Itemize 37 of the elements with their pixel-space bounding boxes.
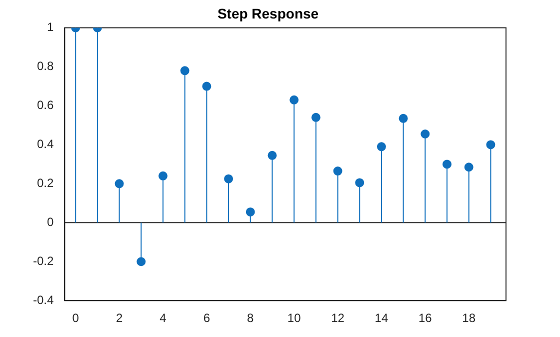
point [398,114,408,123]
point [464,162,474,172]
point [486,140,496,150]
y-tick-label: 0.8 [36,59,54,74]
x-tick-label: 12 [331,311,345,326]
y-tick-label: -0.2 [32,254,54,268]
x-tick-label: 4 [160,311,167,326]
point [246,207,255,216]
point [420,129,430,138]
point [311,112,320,122]
point [114,179,124,188]
x-tick-label: 2 [116,311,123,326]
x-tick-label: 10 [287,311,302,326]
x-tick-label: 8 [247,311,254,326]
point [136,257,146,266]
point [202,82,212,91]
y-tick-label: 0.6 [36,98,54,112]
point [333,166,342,176]
x-tick-label: 0 [72,311,80,326]
point [268,150,277,160]
point [290,95,299,104]
chart-title: Step Response [217,5,319,22]
x-tick-label: 14 [374,311,388,326]
point [442,160,452,169]
y-tick-label: -0.4 [32,292,54,307]
y-tick-label: 0 [46,214,54,229]
point [355,178,364,188]
x-tick-label: 18 [462,311,476,326]
point [158,171,168,180]
y-tick-label: 0.2 [36,176,54,190]
x-tick-label: 6 [203,311,210,326]
point [224,174,234,184]
y-tick-label: 0.4 [36,137,54,152]
x-tick-label: 16 [418,311,432,326]
point [180,66,190,76]
point [376,142,386,152]
y-tick-label: 1 [46,20,54,34]
